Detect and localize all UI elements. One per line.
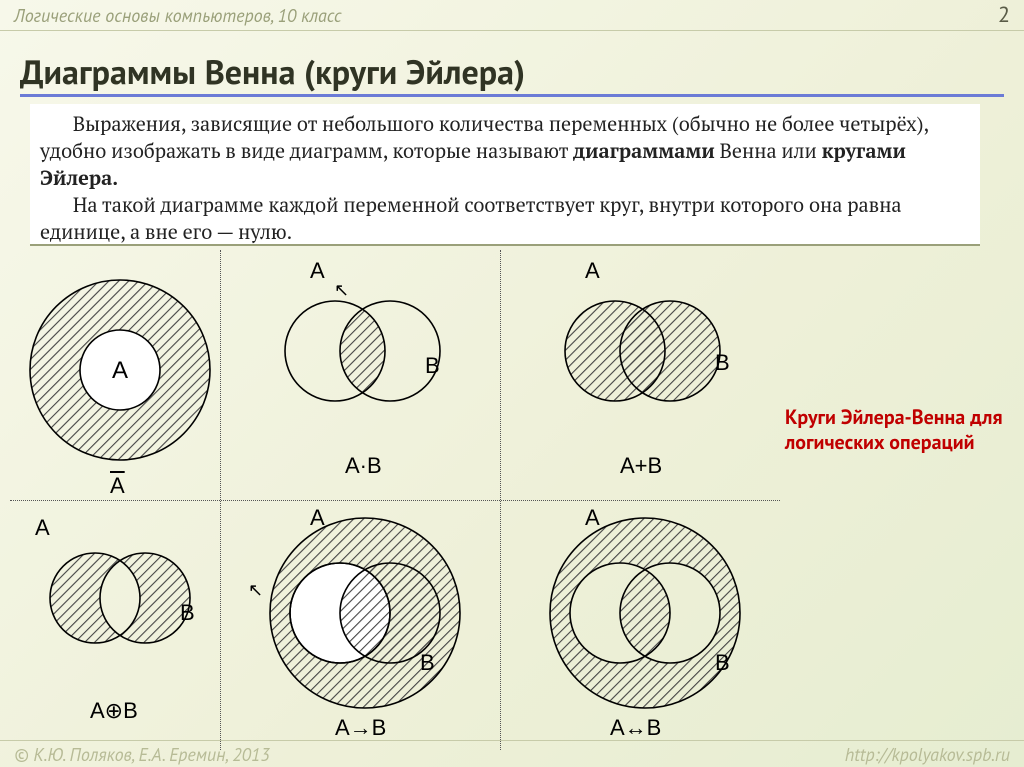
venn-and-labelB: B	[425, 353, 440, 379]
slide: Логические основы компьютеров, 10 класс …	[0, 0, 1024, 767]
slide-title: Диаграммы Венна (круги Эйлера)	[20, 50, 525, 94]
footer-bar: © К.Ю. Поляков, Е.А. Еремин, 2013 http:/…	[0, 740, 1024, 767]
venn-and-caption: A·B	[345, 453, 382, 479]
venn-xor-labelB: B	[180, 600, 195, 626]
course-label: Логические основы компьютеров, 10 класс	[14, 4, 341, 27]
venn-impl-labelB: B	[420, 650, 435, 676]
footer-url: http://kpolyakov.spb.ru	[845, 743, 1010, 766]
venn-impl: A B A→B	[240, 505, 490, 740]
intro-text: Выражения, зависящие от небольшого колич…	[30, 104, 980, 246]
venn-or-labelB: B	[715, 350, 730, 376]
intro-p1c: Венна или	[720, 137, 822, 164]
venn-and-labelA: A	[310, 258, 325, 284]
intro-p1b: диаграммами	[573, 137, 715, 164]
venn-or-labelA: A	[585, 258, 600, 284]
page-number: 2	[998, 1, 1010, 29]
venn-xor-labelA: A	[35, 515, 50, 541]
cursor-icon-2: ↖	[248, 578, 263, 601]
title-underline	[20, 94, 1004, 97]
venn-xor-caption: A⊕B	[90, 698, 138, 724]
venn-and: A B A·B	[250, 258, 490, 488]
venn-impl-labelA: A	[310, 505, 325, 531]
venn-equiv-labelB: B	[715, 650, 730, 676]
venn-equiv-caption: A↔B	[610, 715, 661, 741]
svg-text:A: A	[112, 357, 128, 384]
grid-hline	[10, 500, 780, 501]
venn-equiv: A B A↔B	[520, 505, 770, 740]
venn-or: A B A+B	[530, 258, 770, 488]
intro-p2: На такой диаграмме каждой переменной соо…	[40, 191, 902, 245]
copyright: © К.Ю. Поляков, Е.А. Еремин, 2013	[14, 743, 270, 766]
header-bar: Логические основы компьютеров, 10 класс …	[0, 0, 1024, 31]
right-caption: Круги Эйлера-Венна для логических операц…	[785, 405, 1005, 455]
venn-equiv-labelA: A	[585, 505, 600, 531]
venn-not-caption: A	[110, 473, 125, 499]
venn-impl-caption: A→B	[335, 715, 386, 741]
venn-not: A A	[25, 275, 215, 495]
venn-xor: A B A⊕B	[25, 515, 225, 735]
venn-or-caption: A+B	[620, 453, 662, 479]
